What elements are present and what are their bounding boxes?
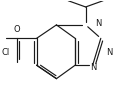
Text: N: N	[106, 48, 112, 57]
Text: N: N	[95, 19, 102, 28]
Text: N: N	[91, 63, 97, 72]
Text: Cl: Cl	[2, 48, 10, 57]
Text: O: O	[13, 25, 20, 34]
